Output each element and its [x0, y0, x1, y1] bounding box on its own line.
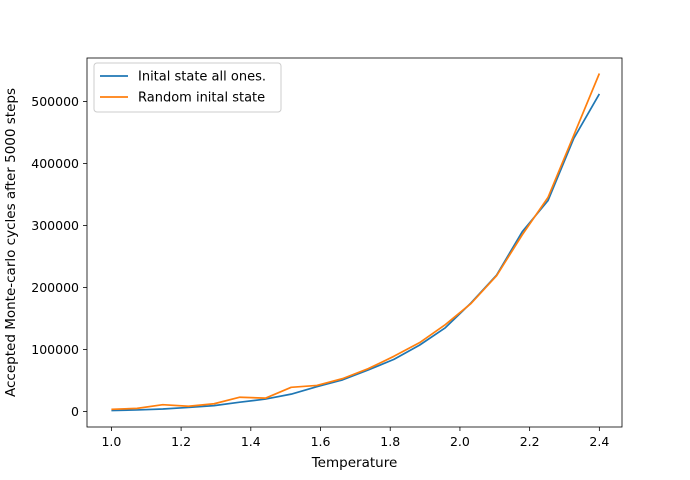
y-tick-label: 200000 [31, 280, 79, 295]
x-axis-label: Temperature [311, 455, 398, 471]
x-tick-label: 1.2 [171, 434, 191, 449]
x-tick-label: 1.6 [311, 434, 331, 449]
legend: Inital state all ones. Random inital stat… [93, 62, 282, 113]
legend-label-2: Random inital state [138, 91, 265, 106]
x-tick-label: 2.0 [450, 434, 470, 449]
x-tick-label: 1.4 [241, 434, 261, 449]
y-tick-label: 500000 [31, 94, 79, 109]
y-axis-label: Accepted Monte-carlo cycles after 5000 s… [3, 88, 19, 397]
x-tick-label: 2.2 [520, 434, 540, 449]
legend-label-1: Inital state all ones. [138, 70, 266, 85]
series-line-1 [111, 93, 601, 412]
y-tick-label: 400000 [31, 156, 79, 171]
y-axis-ticks: 0 100000 200000 300000 400000 500000 [31, 94, 87, 419]
series-line-2 [111, 73, 601, 411]
x-tick-label: 2.4 [589, 434, 609, 449]
plot-lines [111, 73, 601, 412]
x-tick-label: 1.0 [101, 434, 121, 449]
y-tick-label: 300000 [31, 218, 79, 233]
plot-frame [86, 57, 623, 428]
y-tick-label: 0 [71, 404, 79, 419]
x-tick-label: 1.8 [380, 434, 400, 449]
x-axis-ticks: 1.0 1.2 1.4 1.6 1.8 2.0 2.2 2.4 [101, 427, 609, 449]
legend-box [93, 62, 282, 113]
y-tick-label: 100000 [31, 342, 79, 357]
